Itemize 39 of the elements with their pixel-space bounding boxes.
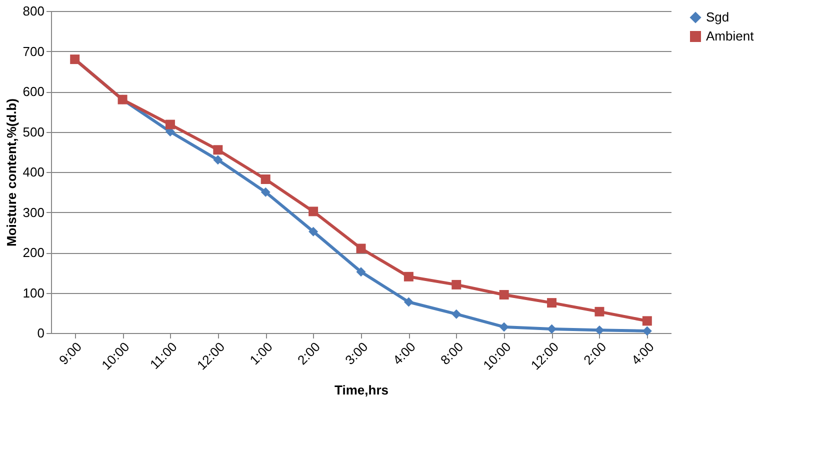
y-tick-label: 600	[22, 84, 44, 99]
x-tick-label: 8:00	[438, 339, 466, 368]
x-tick-label: 9:00	[56, 339, 85, 368]
legend-label: Sgd	[706, 10, 730, 24]
point	[547, 324, 557, 334]
point	[213, 145, 223, 155]
point	[642, 316, 652, 326]
point	[642, 326, 652, 336]
y-axis-title: Moisture content,%(d.b)	[4, 98, 19, 247]
x-tick-label: 4:00	[390, 339, 418, 368]
legend-label: Ambient	[706, 28, 754, 44]
point	[404, 272, 414, 282]
point	[165, 120, 175, 130]
point	[452, 309, 462, 319]
point	[404, 297, 414, 307]
point	[260, 187, 270, 197]
point	[499, 290, 509, 300]
point	[356, 244, 366, 254]
x-axis-title: Time,hrs	[334, 382, 388, 398]
y-tick-label: 200	[22, 245, 44, 260]
point	[356, 267, 366, 277]
y-tick-label: 500	[22, 124, 44, 140]
point	[594, 325, 604, 335]
y-tick-label: 700	[22, 44, 44, 59]
point	[547, 298, 557, 308]
point	[594, 306, 604, 316]
point	[308, 226, 318, 236]
y-tick-label: 0	[37, 326, 44, 340]
point	[213, 155, 223, 165]
point	[499, 322, 509, 332]
y-tick-label: 400	[22, 164, 44, 180]
y-tick-label: 100	[22, 285, 44, 300]
y-tick-label: 800	[22, 4, 44, 18]
point	[260, 174, 270, 184]
x-tick-label: 4:00	[628, 339, 657, 368]
point	[308, 206, 318, 216]
y-tick-label: 300	[22, 204, 44, 220]
point	[452, 280, 462, 290]
x-tick-label: 3:00	[342, 339, 371, 368]
